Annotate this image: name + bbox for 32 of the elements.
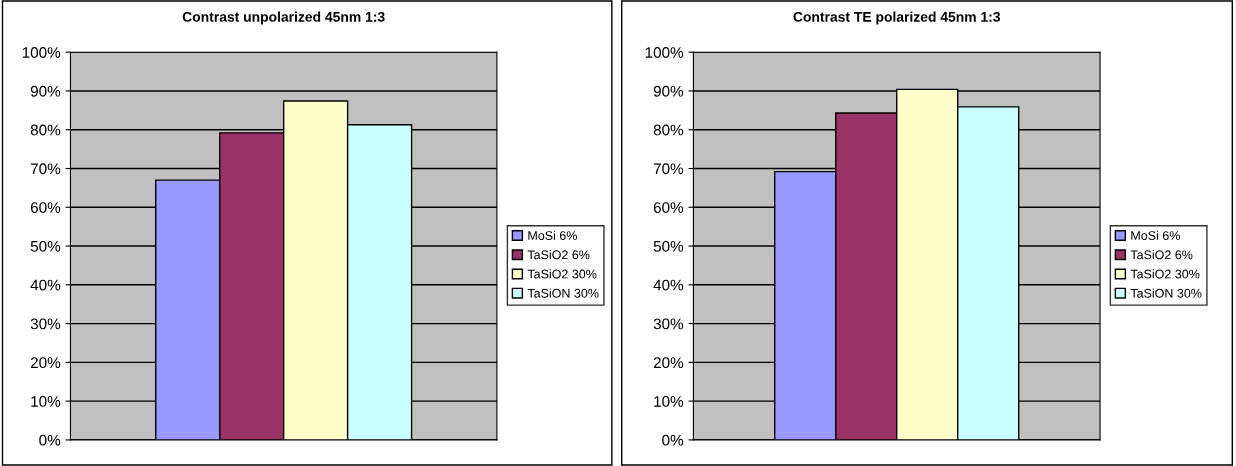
y-tick-label: 80% bbox=[30, 124, 61, 136]
y-tick-label: 10% bbox=[654, 396, 684, 407]
legend-label: TaSiO2 30% bbox=[527, 269, 597, 279]
legend-label: TaSiO2 30% bbox=[1130, 269, 1200, 279]
y-tick-label: 60% bbox=[653, 202, 684, 213]
chart-title: Contrast TE polarized 45nm 1:3 bbox=[793, 11, 1001, 25]
y-tick-label: 0% bbox=[662, 434, 684, 446]
y-tick-label: 100% bbox=[645, 47, 684, 58]
y-tick-label: 50% bbox=[30, 240, 61, 252]
y-tick-label: 90% bbox=[30, 85, 61, 97]
y-tick-label: 20% bbox=[653, 357, 684, 369]
y-tick-label: 30% bbox=[30, 318, 61, 330]
y-tick-label: 40% bbox=[653, 279, 684, 291]
y-tick-label: 80% bbox=[653, 124, 684, 136]
legend-label: MoSi 6% bbox=[528, 230, 577, 240]
y-tick-label: 60% bbox=[30, 202, 61, 213]
legend-label: TaSiON 30% bbox=[527, 288, 599, 298]
legend-label: TaSiO2 6% bbox=[1130, 250, 1193, 260]
y-tick-label: 40% bbox=[30, 279, 61, 291]
y-tick-label: 30% bbox=[653, 318, 684, 330]
legend-label: TaSiON 30% bbox=[1130, 288, 1202, 298]
chart-title: Contrast unpolarized 45nm 1:3 bbox=[182, 11, 385, 25]
y-tick-label: 90% bbox=[653, 85, 684, 97]
y-tick-label: 70% bbox=[30, 163, 61, 175]
y-tick-label: 100% bbox=[22, 47, 61, 58]
y-tick-label: 70% bbox=[653, 163, 684, 175]
legend-label: MoSi 6% bbox=[1131, 230, 1180, 240]
y-tick-label: 0% bbox=[39, 434, 61, 446]
y-tick-label: 10% bbox=[31, 396, 61, 407]
legend-label: TaSiO2 6% bbox=[527, 250, 590, 260]
y-tick-label: 20% bbox=[30, 357, 61, 369]
y-tick-label: 50% bbox=[653, 240, 684, 252]
